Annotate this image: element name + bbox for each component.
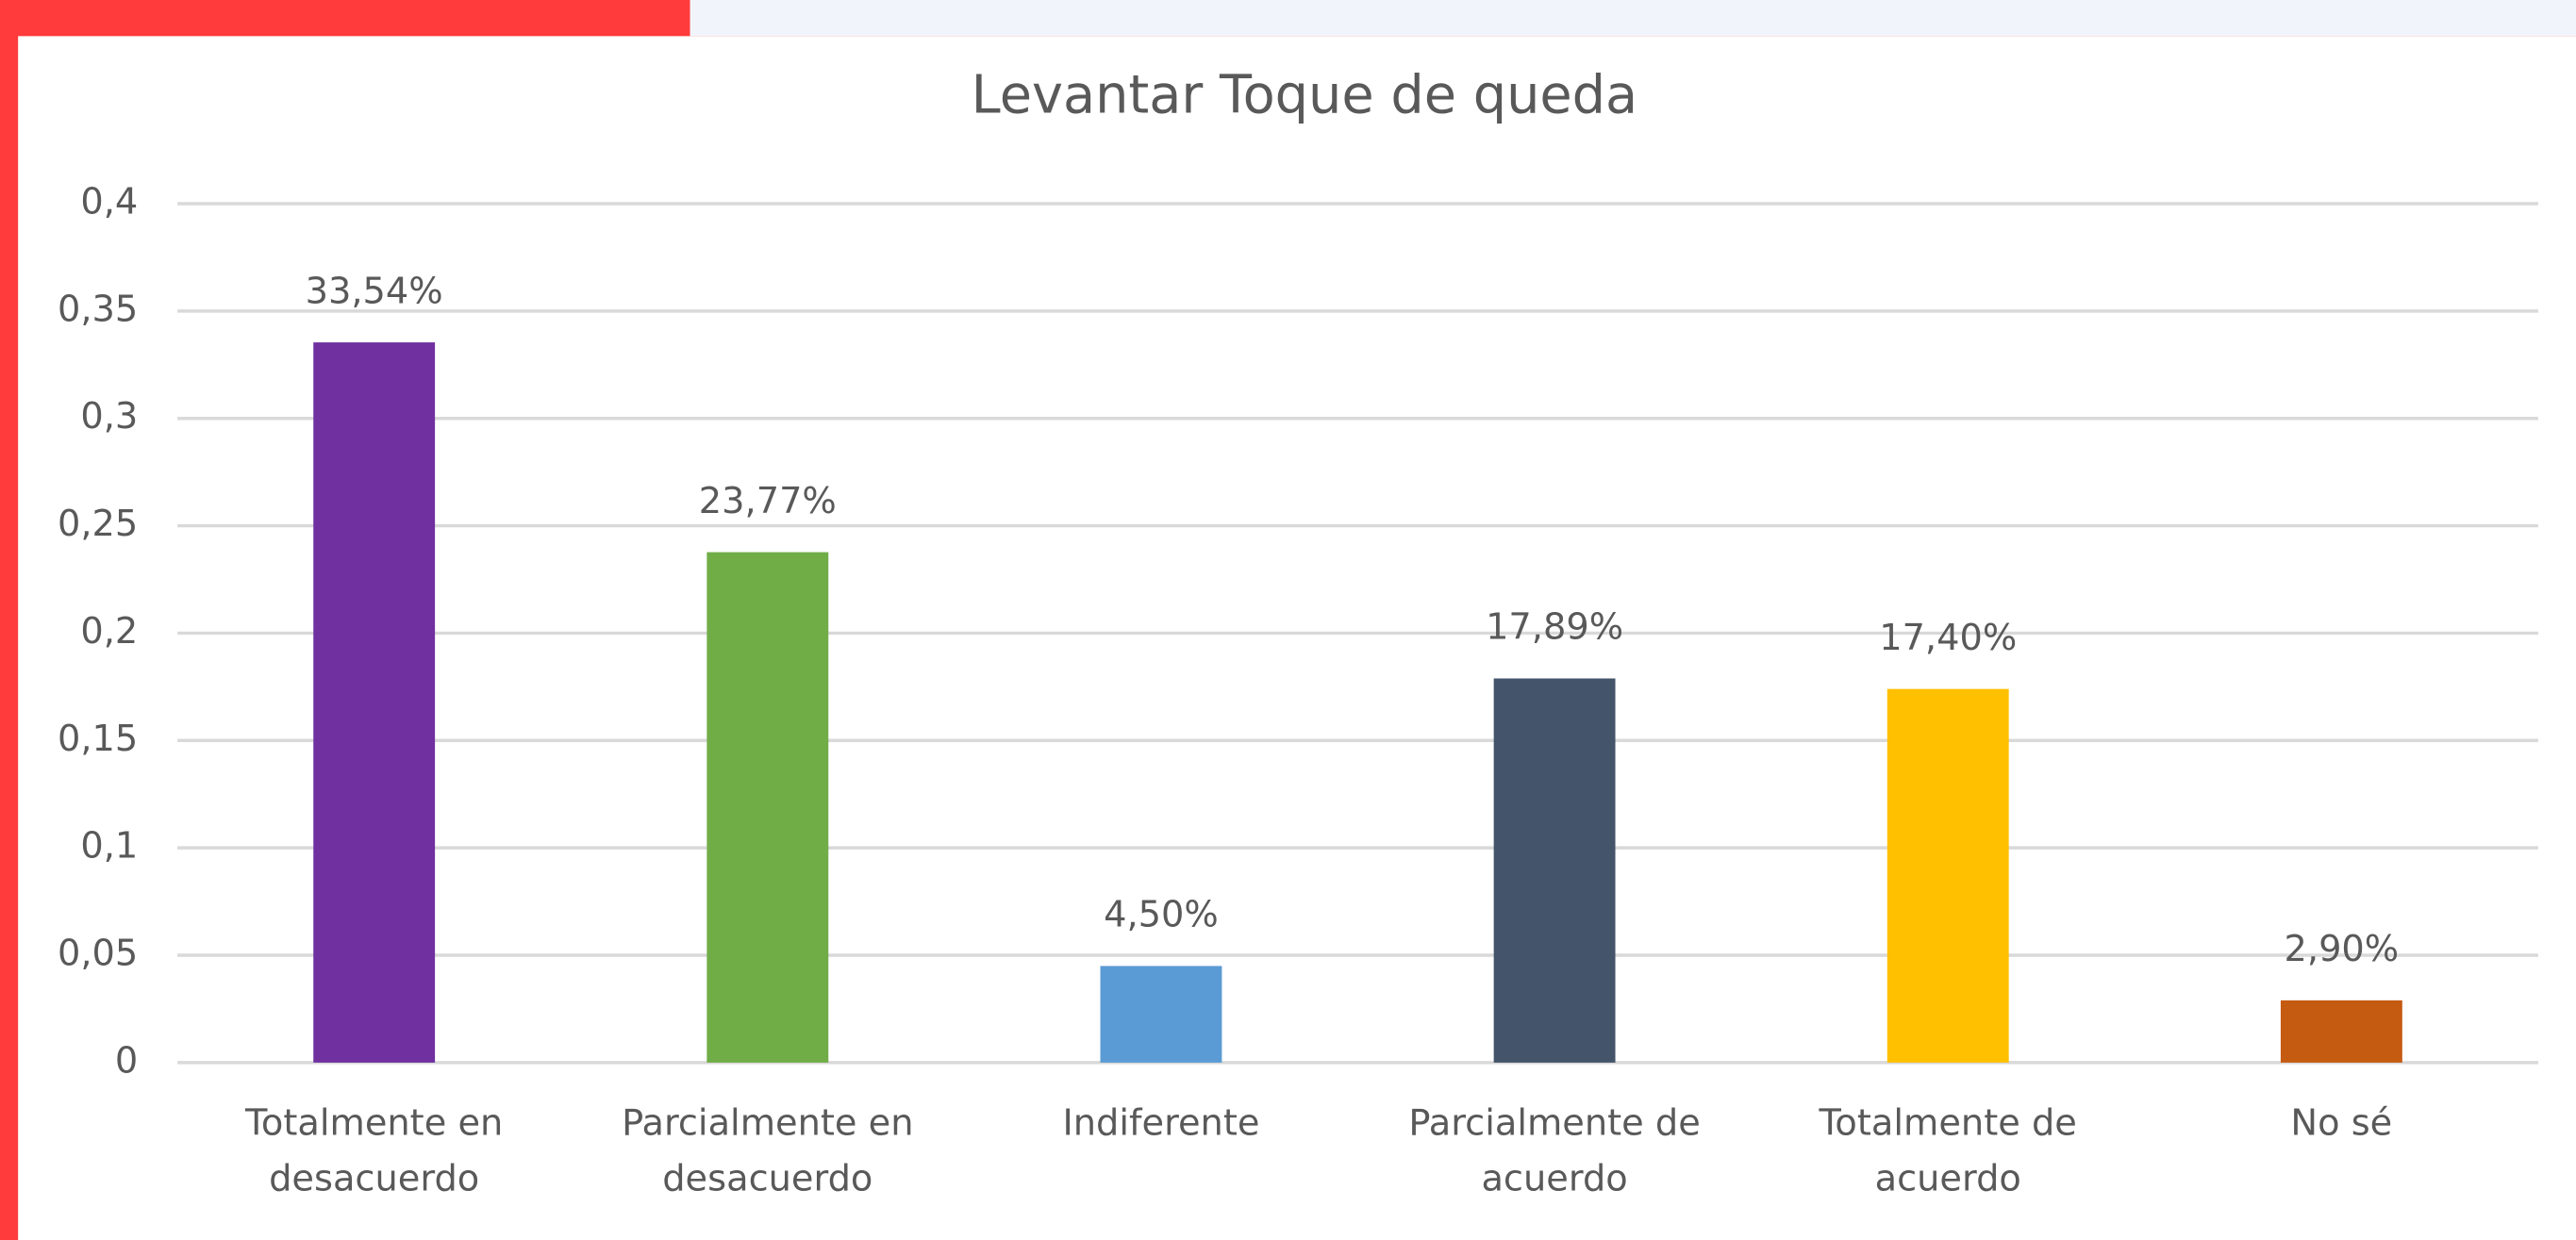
x-tick-label: Indiferente [1062, 1103, 1260, 1145]
bar [1886, 688, 2009, 1063]
y-tick-label: 0,3 [80, 395, 138, 438]
data-label: 2,90% [2285, 928, 2400, 970]
data-label: 17,89% [1486, 606, 1623, 649]
y-tick-label: 0,4 [80, 180, 138, 223]
x-tick-label-box: Totalmente en desacuerdo [245, 1103, 504, 1201]
bar [706, 552, 829, 1063]
x-tick-label-box: Indiferente [1062, 1103, 1260, 1145]
y-tick-label: 0,05 [58, 933, 138, 975]
bar [313, 342, 436, 1063]
bar [1100, 966, 1222, 1063]
x-tick-label: Totalmente en desacuerdo [245, 1103, 504, 1201]
y-tick-label: 0,25 [58, 503, 138, 545]
chart-title: Levantar Toque de queda [972, 65, 1638, 126]
data-label: 33,54% [306, 270, 443, 312]
x-tick-label-box: Totalmente de acuerdo [1819, 1103, 2077, 1201]
x-tick-label: Parcialmente en desacuerdo [622, 1103, 914, 1201]
y-tick-label: 0 [115, 1039, 138, 1082]
data-label: 4,50% [1104, 894, 1219, 936]
x-tick-label: Parcialmente de acuerdo [1408, 1103, 1701, 1201]
x-tick-label-box: No sé [2290, 1103, 2393, 1145]
data-label: 17,40% [1879, 617, 2017, 659]
y-tick-label: 0,35 [58, 288, 138, 330]
banner-decoration [690, 0, 2576, 37]
x-tick-label-box: Parcialmente en desacuerdo [622, 1103, 914, 1201]
x-tick-label: Totalmente de acuerdo [1819, 1103, 2077, 1201]
bar [1493, 678, 1616, 1063]
x-tick-label: No sé [2290, 1103, 2393, 1145]
y-tick-label: 0,1 [80, 825, 138, 868]
x-tick-label-box: Parcialmente de acuerdo [1408, 1103, 1701, 1201]
y-tick-label: 0,15 [58, 718, 138, 760]
chart-area [18, 36, 2576, 1240]
data-label: 23,77% [699, 480, 837, 522]
y-tick-label: 0,2 [80, 610, 138, 653]
bar [2280, 1000, 2402, 1063]
